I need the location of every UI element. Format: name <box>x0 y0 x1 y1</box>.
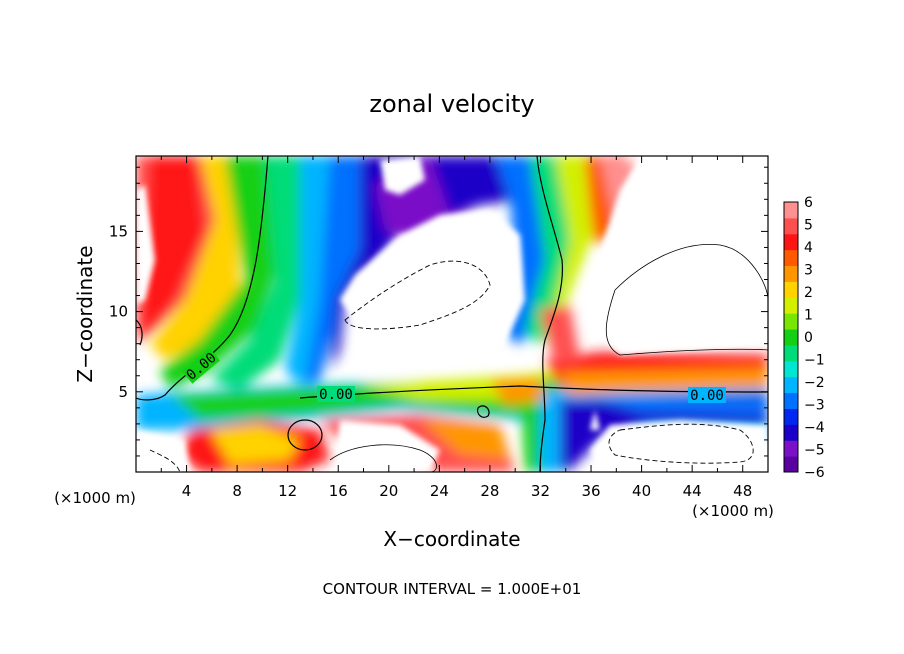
thin-contours <box>329 243 768 472</box>
colorbar-swatch <box>784 313 798 330</box>
white-regions <box>136 156 768 472</box>
colorbar-tick-label: 1 <box>804 308 813 324</box>
contour-interval-footer: CONTOUR INTERVAL = 1.000E+01 <box>323 580 582 598</box>
y-axis-title: Z−coordinate <box>73 245 97 382</box>
x-axis: 4 8 12 16 20 24 28 32 36 40 44 48 <box>160 156 752 500</box>
colorbar-tick-label: −2 <box>804 375 825 391</box>
colorbar-swatch <box>784 233 798 251</box>
x-tick-label: 24 <box>430 482 449 500</box>
colorbar-tick-label: 6 <box>804 195 813 211</box>
y-axis: 5 10 15 <box>109 166 768 457</box>
plot-area: 0.00 0.00 0.00 <box>136 156 768 472</box>
chart-title: zonal velocity <box>369 90 534 118</box>
x-tick-label: 16 <box>329 482 348 500</box>
colorbar-swatch <box>784 297 798 314</box>
colorbar-tick-label: −5 <box>804 443 825 459</box>
colorbar-swatch <box>784 360 798 378</box>
colorbar-tick-label: 3 <box>804 263 813 279</box>
x-unit-label-left: (×1000 m) <box>54 489 136 507</box>
colorbar-swatch <box>784 249 798 267</box>
colorbar-tick-label: 0 <box>804 330 813 346</box>
x-tick-label: 28 <box>480 482 499 500</box>
y-tick-label: 15 <box>109 222 128 240</box>
colorbar-swatch <box>784 329 798 346</box>
colorbar-tick-label: −1 <box>804 353 825 369</box>
colorbar-swatch <box>784 265 798 282</box>
x-tick-label: 20 <box>379 482 398 500</box>
x-unit-label-right: (×1000 m) <box>692 502 774 520</box>
colorbar-swatch <box>784 392 798 409</box>
colorbar-swatch <box>784 456 798 473</box>
colorbar-swatch <box>784 217 798 235</box>
x-tick-label: 12 <box>278 482 297 500</box>
plot-frame <box>135 155 769 473</box>
colorbar-tick-label: 2 <box>804 285 813 301</box>
x-axis-title: X−coordinate <box>383 527 520 551</box>
colorbar-tick-label: −6 <box>804 465 825 481</box>
x-tick-label: 48 <box>733 482 752 500</box>
colorbar-tick-label: 5 <box>804 218 813 234</box>
colorbar-swatch <box>784 424 798 441</box>
colorbar-swatch <box>784 202 798 219</box>
colorbar-tick-label: −4 <box>804 420 825 436</box>
x-tick-label: 4 <box>182 482 192 500</box>
colorbar-tick-label: −3 <box>804 398 825 414</box>
colorbar-swatch <box>784 281 798 298</box>
dashed-contours <box>149 260 754 472</box>
contour-label: 0.00 <box>690 388 724 404</box>
velocity-field <box>136 156 768 472</box>
colorbar-tick-label: 4 <box>804 240 813 256</box>
colorbar: 6 5 4 3 2 1 0 −1 −2 −3 −4 −5 −6 <box>783 195 825 481</box>
x-tick-label: 44 <box>683 482 702 500</box>
x-tick-label: 36 <box>581 482 600 500</box>
colorbar-swatch <box>784 376 798 394</box>
colorbar-swatch <box>784 344 798 362</box>
x-tick-label: 32 <box>531 482 550 500</box>
y-tick-label: 10 <box>109 303 128 321</box>
x-tick-label: 40 <box>632 482 651 500</box>
colorbar-swatch <box>784 440 798 457</box>
colorbar-swatch <box>784 408 798 425</box>
colorbar-frame <box>783 201 799 473</box>
y-tick-label: 5 <box>118 383 128 401</box>
contour-label: 0.00 <box>319 387 353 403</box>
x-tick-label: 8 <box>232 482 242 500</box>
